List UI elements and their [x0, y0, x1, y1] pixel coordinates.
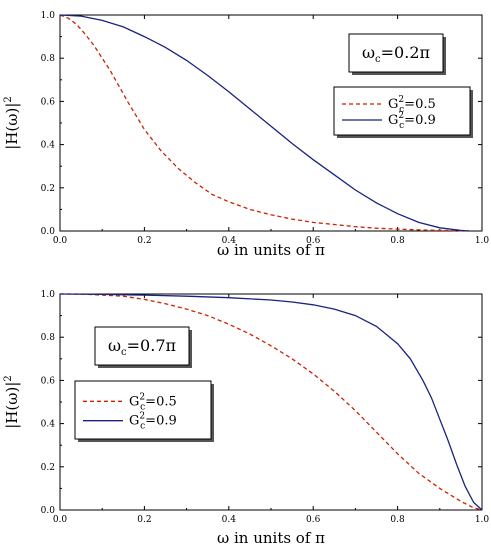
- x-tick-label: 0.0: [53, 236, 68, 246]
- x-tick-label: 1.0: [475, 515, 490, 525]
- x-tick-label: 0.2: [137, 236, 151, 246]
- x-tick-label: 0.4: [222, 236, 237, 246]
- x-axis-label: ω in units of π: [217, 529, 325, 547]
- annotation-box: [348, 33, 444, 73]
- series-line-2: [59, 293, 483, 511]
- y-tick-label: 0.6: [41, 97, 56, 107]
- legend-label-2: G2 c=0.9: [388, 111, 436, 131]
- series-line-1: [60, 293, 483, 511]
- y-tick-label: 1.0: [41, 290, 56, 300]
- y-tick-label: 0.6: [41, 376, 56, 386]
- y-axis-label: |H(ω)|2: [3, 96, 21, 150]
- y-tick-label: 0.8: [41, 333, 56, 343]
- x-tick-label: 0.0: [53, 515, 68, 525]
- chart-top: 0.0 0.2 0.4 0.6 0.8 1.0 0.0 0.2 0.4 0.6 0.8 1.0 ω in…: [3, 11, 489, 259]
- legend-box: [74, 380, 212, 440]
- y-axis-label: |H(ω)|2: [3, 375, 21, 429]
- x-tick-label: 0.6: [306, 515, 321, 525]
- legend-label-2: G2 c=0.9: [129, 412, 177, 432]
- chart-bottom: 0.0 0.2 0.4 0.6 0.8 1.0 0.0 0.2 0.4 0.6 0.8 1.0 ω in…: [3, 290, 489, 547]
- annotation-box: [94, 326, 190, 366]
- y-tick-label: 0.0: [41, 227, 56, 237]
- x-axis-label: ω in units of π: [217, 241, 325, 259]
- y-tick-label: 0.2: [41, 184, 55, 194]
- x-tick-label: 0.8: [390, 236, 405, 246]
- annotation-label: ωc=0.2π: [362, 43, 430, 65]
- y-tick-label: 1.0: [41, 11, 56, 21]
- legend-box: [333, 86, 471, 136]
- x-tick-label: 0.8: [390, 515, 405, 525]
- y-tick-label: 0.4: [41, 141, 56, 151]
- x-tick-label: 0.6: [306, 236, 321, 246]
- x-tick-label: 1.0: [475, 236, 490, 246]
- x-tick-label: 0.4: [222, 515, 237, 525]
- y-tick-label: 0.4: [41, 420, 56, 430]
- annotation-label: ωc=0.7π: [108, 336, 176, 358]
- y-tick-label: 0.8: [41, 54, 56, 64]
- legend-label-1: G2 c=0.5: [388, 95, 436, 115]
- y-tick-label: 0.0: [41, 506, 56, 516]
- legend-label-1: G2 c=0.5: [129, 392, 177, 412]
- series-line-2: [59, 14, 470, 232]
- y-tick-label: 0.2: [41, 463, 55, 473]
- x-tick-label: 0.2: [137, 515, 151, 525]
